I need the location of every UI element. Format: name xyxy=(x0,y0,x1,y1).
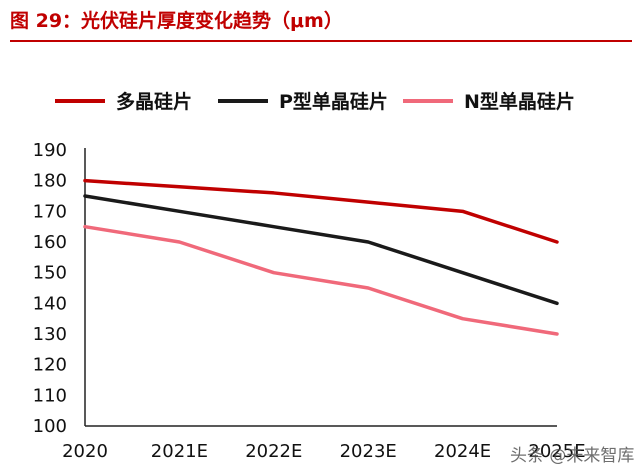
y-tick-label: 150 xyxy=(33,263,67,284)
x-tick-label: 2022E xyxy=(245,441,302,462)
y-tick-label: 120 xyxy=(33,355,67,376)
x-tick-label: 2024E xyxy=(434,441,491,462)
x-tick-label: 2023E xyxy=(340,441,397,462)
y-tick-label: 160 xyxy=(33,232,67,253)
watermark: 头条 @未来智库 xyxy=(510,446,635,466)
x-tick-label: 2021E xyxy=(151,441,208,462)
chart-title: 图 29：光伏硅片厚度变化趋势（μm） xyxy=(10,10,343,32)
legend: 多晶硅片 P型单晶硅片 N型单晶硅片 xyxy=(55,90,575,113)
legend-label: N型单晶硅片 xyxy=(464,90,575,113)
y-tick-label: 170 xyxy=(33,201,67,222)
series-line-3 xyxy=(83,224,559,336)
title-underline xyxy=(10,40,632,42)
legend-label: P型单晶硅片 xyxy=(279,90,388,113)
y-tick-label: 180 xyxy=(33,171,67,192)
y-tick-label: 130 xyxy=(33,324,67,345)
series-lines xyxy=(83,178,559,336)
x-tick-label: 2020 xyxy=(62,441,108,462)
y-tick-label: 100 xyxy=(33,416,67,437)
y-tick-label: 110 xyxy=(33,385,67,406)
x-tick-label: 2025E xyxy=(528,441,585,462)
series-line-2 xyxy=(83,194,559,306)
y-tick-label: 140 xyxy=(33,293,67,314)
y-axis-ticks: 100 110 120 130 140 150 160 170 180 190 xyxy=(33,140,67,437)
y-tick-label: 190 xyxy=(33,140,67,161)
series-line-1 xyxy=(83,178,559,244)
x-axis-ticks: 2020 2021E 2022E 2023E 2024E 2025E xyxy=(62,441,586,462)
legend-label: 多晶硅片 xyxy=(116,90,192,113)
